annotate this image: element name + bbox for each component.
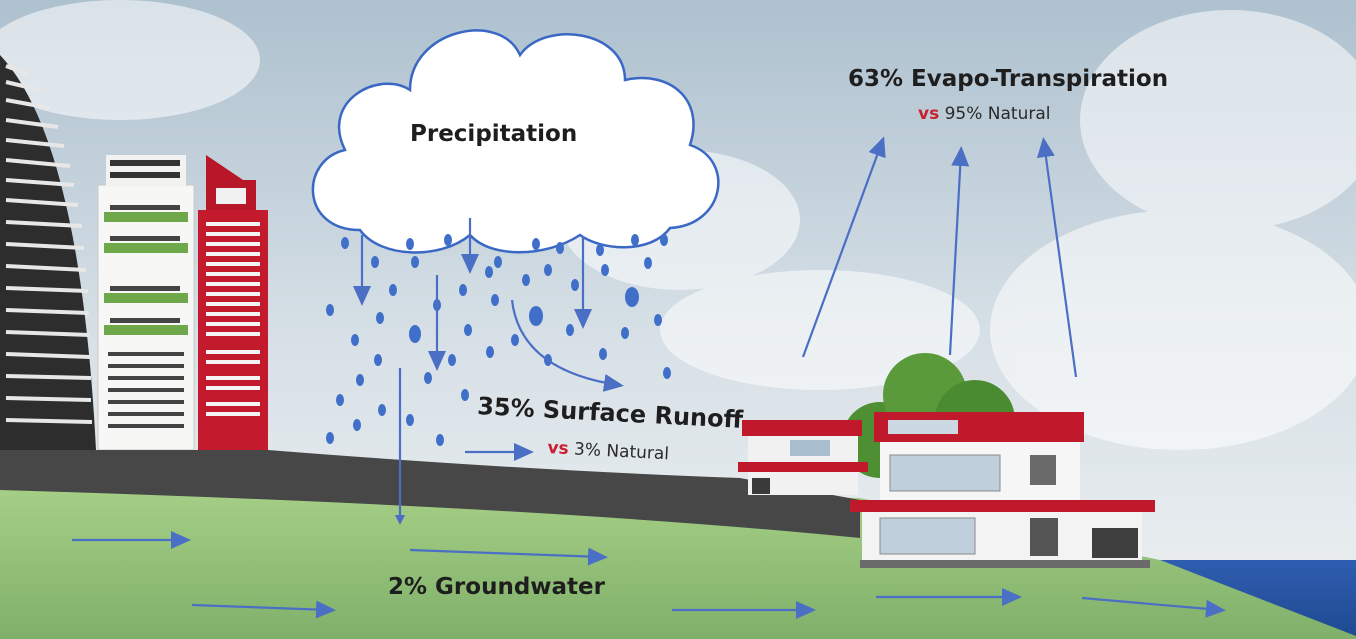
water-body [1160, 560, 1356, 636]
runoff-vs-text: vs [546, 438, 570, 460]
paved-road [0, 450, 860, 538]
runoff-curve-arrow [510, 299, 624, 392]
small-house [738, 420, 868, 495]
evapo-arrow [948, 146, 970, 356]
groundwater-arrow [1081, 596, 1226, 618]
evapo-arrow [1036, 137, 1078, 378]
groundwater-arrow [191, 600, 336, 619]
evapo-natural-text: 95% Natural [944, 104, 1051, 124]
groundwater-arrow [409, 547, 608, 566]
striped-skyscraper [0, 55, 96, 450]
evapo-vs-text: vs [918, 104, 940, 124]
red-building [198, 155, 268, 450]
rain-drops [326, 234, 671, 446]
evapo-transpiration-label: 63% Evapo-Transpiration [848, 66, 1169, 92]
precipitation-label: Precipitation [410, 121, 578, 147]
sky-haze [0, 0, 1356, 450]
rain-cloud [311, 29, 720, 254]
main-house [850, 412, 1155, 568]
green-terrace-building [97, 155, 195, 451]
evapo-arrow [801, 136, 886, 358]
groundwater-label: 2% Groundwater [388, 574, 605, 600]
flow-arrows [72, 136, 1226, 619]
evapo-comparison: vs 95% Natural [918, 104, 1051, 124]
